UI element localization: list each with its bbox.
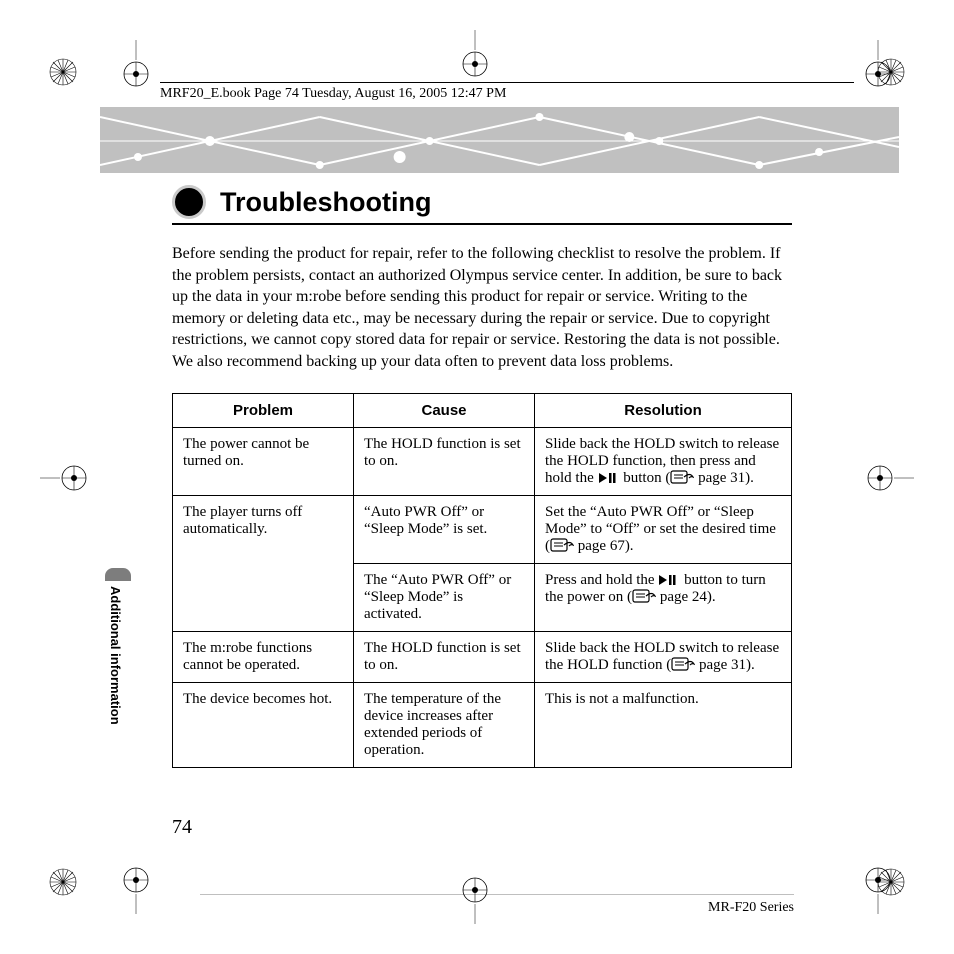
registration-mark-icon [46,55,80,89]
cell-problem: The device becomes hot. [173,682,354,767]
page-number: 74 [172,816,192,839]
cell-cause: The “Auto PWR Off” or “Sleep Mode” is ac… [354,563,535,631]
crop-mark-icon [40,458,100,498]
cell-resolution: This is not a malfunction. [535,682,792,767]
footer-series: MR-F20 Series [708,900,794,916]
play-pause-icon [598,472,620,484]
section-tab-label: Additional information [108,586,123,725]
crop-mark-icon [854,458,914,498]
crop-mark-icon [116,40,156,100]
crop-mark-icon [858,40,898,100]
crop-mark-icon [455,30,495,90]
heading-bullet-icon [172,185,206,219]
table-row: The device becomes hot.The temperature o… [173,682,792,767]
section-title: Troubleshooting [220,187,431,218]
footer-rule [200,894,794,895]
reference-icon [671,657,695,671]
cell-problem: The player turns off automatically. [173,495,354,631]
crop-mark-icon [116,854,156,914]
troubleshooting-table: Problem Cause Resolution The power canno… [172,393,792,768]
reference-icon [550,538,574,552]
reference-icon [632,589,656,603]
section-tab-icon [105,568,131,581]
table-row: The power cannot be turned on.The HOLD f… [173,427,792,495]
cell-cause: “Auto PWR Off” or “Sleep Mode” is set. [354,495,535,563]
table-row: The m:robe functions cannot be operated.… [173,631,792,682]
cell-resolution: Slide back the HOLD switch to release th… [535,427,792,495]
decorative-banner [100,107,899,173]
cell-cause: The temperature of the device increases … [354,682,535,767]
table-row: The player turns off automatically.“Auto… [173,495,792,563]
cell-cause: The HOLD function is set to on. [354,631,535,682]
cell-resolution: Press and hold the button to turn the po… [535,563,792,631]
reference-icon [670,470,694,484]
intro-paragraph: Before sending the product for repair, r… [172,243,792,373]
section-heading: Troubleshooting [172,185,792,225]
cell-cause: The HOLD function is set to on. [354,427,535,495]
cell-problem: The power cannot be turned on. [173,427,354,495]
registration-mark-icon [46,865,80,899]
cell-resolution: Set the “Auto PWR Off” or “Sleep Mode” t… [535,495,792,563]
col-resolution: Resolution [535,393,792,427]
cell-resolution: Slide back the HOLD switch to release th… [535,631,792,682]
play-pause-icon [658,574,680,586]
col-cause: Cause [354,393,535,427]
header-meta-text: MRF20_E.book Page 74 Tuesday, August 16,… [160,86,506,101]
print-header: MRF20_E.book Page 74 Tuesday, August 16,… [160,82,854,102]
col-problem: Problem [173,393,354,427]
crop-mark-icon [858,854,898,914]
cell-problem: The m:robe functions cannot be operated. [173,631,354,682]
